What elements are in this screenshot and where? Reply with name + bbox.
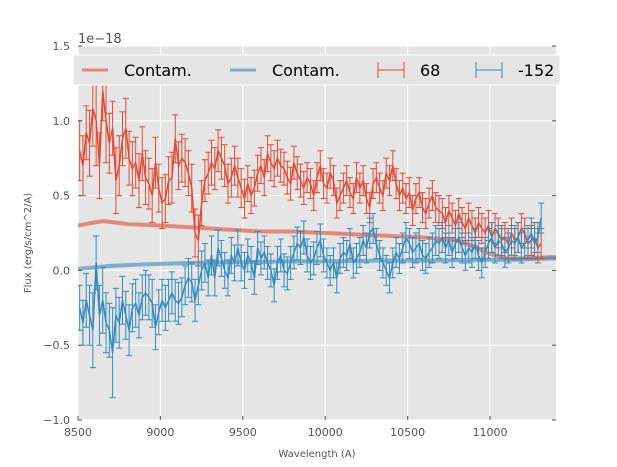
y-tick-label: 0.5 xyxy=(53,190,71,203)
x-tick-label: 9000 xyxy=(146,426,174,439)
x-tick-label: 10000 xyxy=(308,426,343,439)
legend-entry: Contam. xyxy=(82,61,192,80)
grid-lines xyxy=(77,45,556,421)
plot-content xyxy=(78,60,556,399)
x-tick-label: 10500 xyxy=(390,426,425,439)
y-tick-label: 1.5 xyxy=(53,40,71,53)
legend-entry: 68 xyxy=(377,61,440,80)
y-tick-label: 1.0 xyxy=(53,115,71,128)
legend-entry: Contam. xyxy=(230,61,340,80)
flux-line xyxy=(78,217,542,353)
legend-label: 68 xyxy=(420,61,440,80)
legend: Contam. Contam. 68 -152 xyxy=(72,54,561,86)
x-tick-label: 9500 xyxy=(229,426,257,439)
y-tick-label: 0.0 xyxy=(53,264,71,277)
y-axis-label: Flux (erg/s/cm^2/A) xyxy=(23,193,34,293)
y-offset-label: 1e−18 xyxy=(78,32,122,47)
x-tick-label: 8500 xyxy=(64,426,92,439)
legend-label: -152 xyxy=(518,61,554,80)
axes: 8500 9000 9500 10000 10500 11000 −1.0 −0.5 0.0 0.… xyxy=(43,40,556,439)
y-tick-label: −0.5 xyxy=(43,339,70,352)
legend-label: Contam. xyxy=(272,61,340,80)
legend-label: Contam. xyxy=(124,61,192,80)
flux-line xyxy=(78,90,542,250)
contam-line xyxy=(78,256,556,271)
y-tick-label: −1.0 xyxy=(43,414,70,427)
x-tick-label: 11000 xyxy=(473,426,508,439)
contam-line xyxy=(78,219,556,261)
legend-entry: -152 xyxy=(475,61,554,80)
x-axis-label: Wavelength (A) xyxy=(278,449,355,460)
errorbar-series--152 xyxy=(78,202,545,399)
